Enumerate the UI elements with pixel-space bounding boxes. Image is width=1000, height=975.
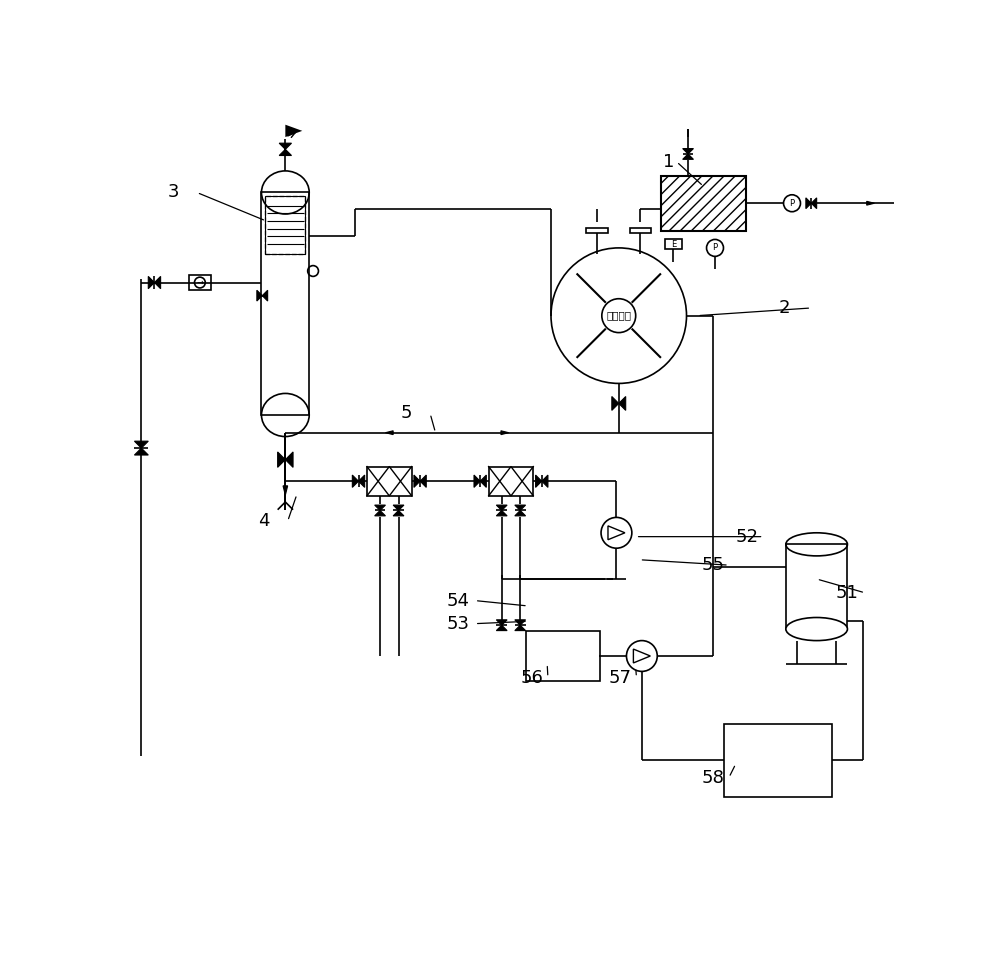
Polygon shape [683,154,693,159]
Text: 54: 54 [447,592,470,609]
Bar [665,239,682,250]
Polygon shape [148,276,154,289]
Circle shape [602,298,636,332]
Polygon shape [806,198,811,209]
Polygon shape [134,441,148,448]
Polygon shape [285,125,302,137]
Text: P: P [789,199,795,208]
Bar [586,228,608,233]
Polygon shape [279,143,292,149]
Polygon shape [496,625,507,631]
Polygon shape [496,505,507,511]
Polygon shape [867,201,874,205]
Polygon shape [285,452,293,467]
Polygon shape [393,511,404,516]
Polygon shape [154,276,161,289]
Bar [724,723,832,797]
Bar [265,196,305,254]
Text: →: → [196,278,203,287]
Bar [189,275,211,291]
Polygon shape [474,475,480,488]
Polygon shape [375,511,385,516]
Polygon shape [515,620,526,625]
Circle shape [601,518,632,548]
Text: 52: 52 [736,527,759,546]
Polygon shape [393,505,404,511]
Bar [526,632,600,682]
Polygon shape [278,452,285,467]
Polygon shape [496,511,507,516]
Circle shape [707,240,723,256]
Circle shape [784,195,800,212]
Polygon shape [414,475,420,488]
Polygon shape [480,475,486,488]
Text: 56: 56 [520,669,543,686]
Bar [786,544,847,629]
Bar [367,467,412,496]
Polygon shape [612,397,619,410]
Polygon shape [619,397,626,410]
Text: 57: 57 [609,669,632,686]
Circle shape [551,248,687,383]
Polygon shape [262,291,268,301]
Bar [489,467,533,496]
Polygon shape [352,475,358,488]
Polygon shape [358,475,365,488]
Text: 1: 1 [663,153,674,171]
Bar [261,192,309,415]
Text: 2: 2 [778,299,790,317]
Text: 55: 55 [701,556,724,574]
Text: 3: 3 [168,183,179,202]
Polygon shape [420,475,426,488]
Circle shape [626,641,657,672]
Polygon shape [501,431,509,435]
Polygon shape [279,149,292,155]
Polygon shape [283,486,288,495]
Text: 58: 58 [701,768,724,787]
Polygon shape [257,291,262,301]
Polygon shape [515,625,526,631]
Text: P: P [712,244,718,253]
Polygon shape [536,475,542,488]
Polygon shape [515,505,526,511]
Polygon shape [134,448,148,455]
Text: E: E [671,240,676,249]
Bar [661,176,746,231]
Bar [630,228,651,233]
Polygon shape [683,148,693,154]
Polygon shape [515,511,526,516]
Polygon shape [811,198,817,209]
Text: 53: 53 [447,614,470,633]
Bar [265,196,305,254]
Polygon shape [375,505,385,511]
Text: 4: 4 [258,512,270,530]
Text: 51: 51 [836,584,859,602]
Polygon shape [496,620,507,625]
Polygon shape [385,431,393,435]
Text: 軸端溢流: 軸端溢流 [606,311,631,321]
Ellipse shape [786,617,847,641]
Polygon shape [542,475,548,488]
Text: 5: 5 [401,405,412,422]
